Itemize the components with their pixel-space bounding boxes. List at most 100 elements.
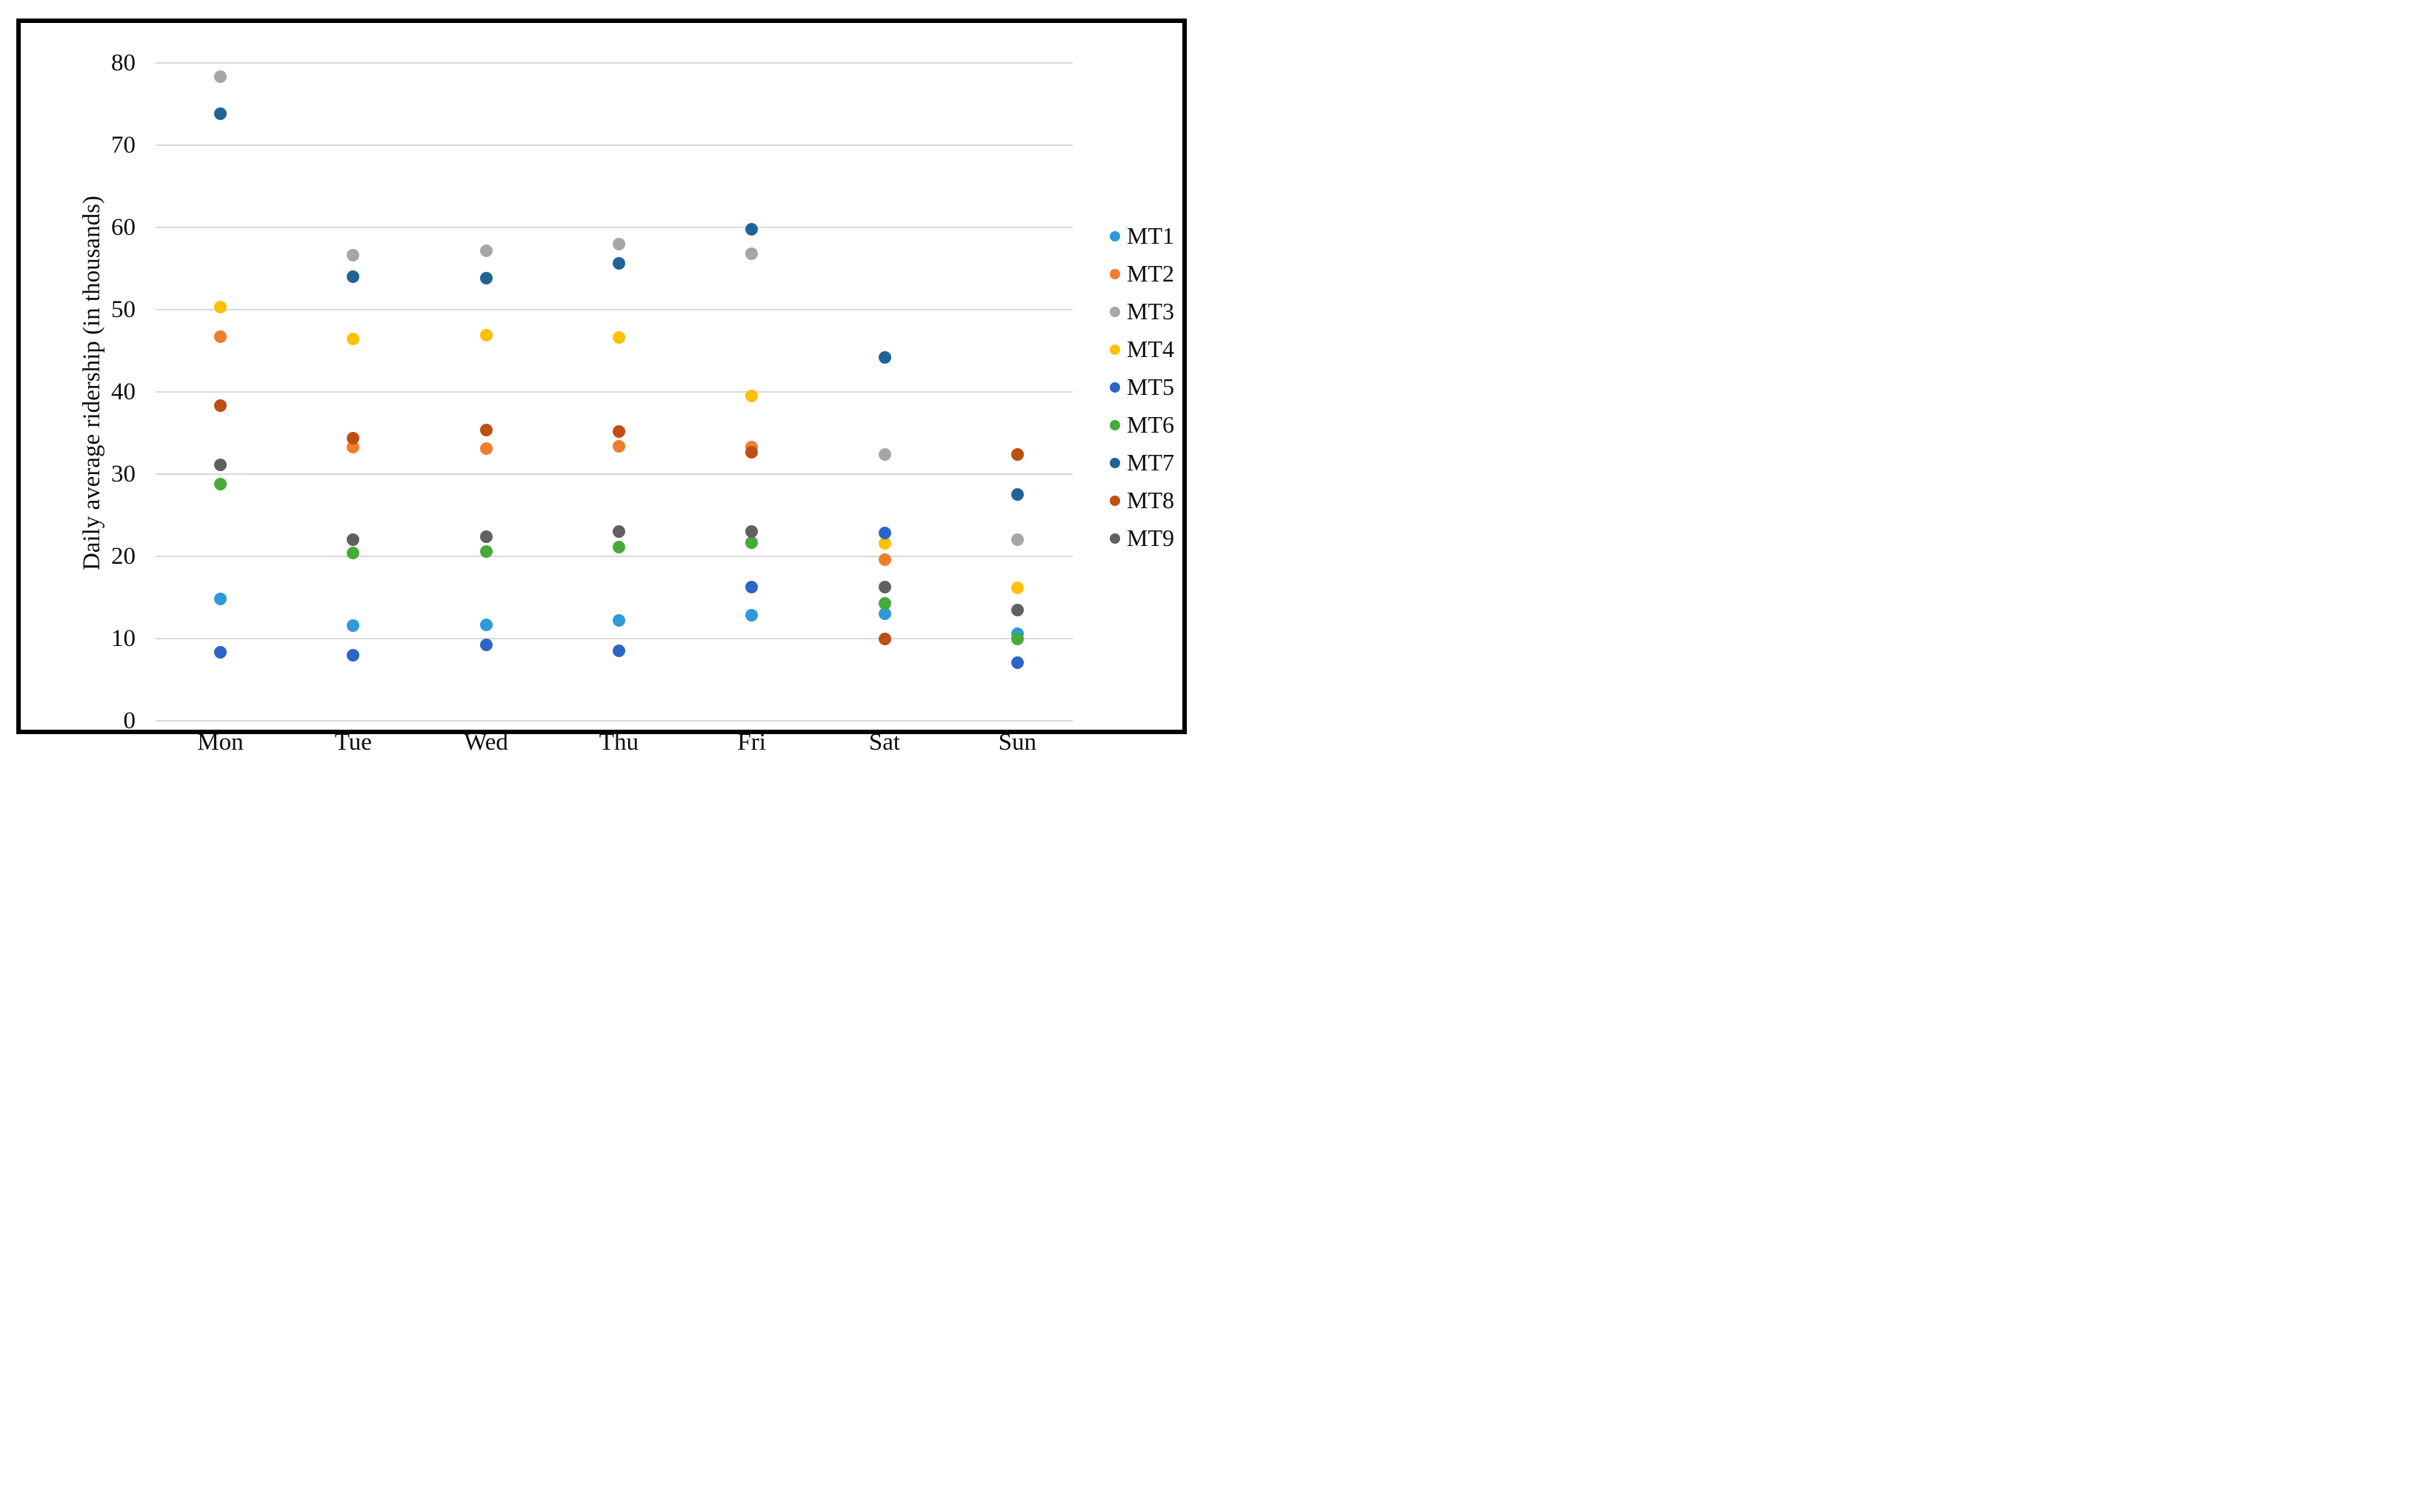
ytick-label-30: 30 bbox=[111, 461, 136, 487]
xtick-label-sun: Sun bbox=[998, 729, 1036, 756]
dot-mt5-mon bbox=[214, 646, 227, 659]
ytick-label-0: 0 bbox=[123, 707, 136, 734]
dot-mt4-sat bbox=[878, 536, 891, 550]
dot-mt3-sat bbox=[878, 447, 891, 461]
dot-mt8-sun bbox=[1010, 447, 1024, 461]
legend: MT1 MT2 MT3 MT4 MT5 MT6 MT7 MT8 MT9 bbox=[1110, 217, 1174, 557]
ytick-label-80: 80 bbox=[111, 50, 136, 76]
legend-item-mt9: MT9 bbox=[1110, 519, 1174, 557]
dot-mt6-sat bbox=[878, 596, 891, 610]
dot-mt4-sun bbox=[1010, 581, 1024, 594]
dot-mt7-mon bbox=[214, 107, 227, 121]
dot-mt4-mon bbox=[214, 301, 227, 314]
dot-mt5-fri bbox=[745, 580, 759, 593]
ytick-label-60: 60 bbox=[111, 214, 136, 241]
dot-mt9-fri bbox=[745, 525, 759, 539]
legend-marker-icon bbox=[1110, 344, 1120, 355]
dot-mt1-mon bbox=[214, 593, 227, 606]
gridline-y-30 bbox=[156, 473, 1073, 475]
dot-mt7-fri bbox=[745, 222, 759, 236]
chart-frame: 0 10 20 30 40 50 60 70 80 Mon Tue Wed Thu Fri Sat Sun … bbox=[16, 19, 1187, 756]
ytick-label-40: 40 bbox=[111, 379, 136, 405]
scatter-chart-page: 0 10 20 30 40 50 60 70 80 Mon Tue Wed Thu Fri Sat Sun … bbox=[0, 0, 1212, 756]
gridline-y-10 bbox=[156, 638, 1073, 639]
legend-label: MT9 bbox=[1127, 524, 1174, 551]
dot-mt3-sun bbox=[1010, 533, 1024, 547]
xtick-label-mon: Mon bbox=[197, 729, 244, 756]
legend-marker-icon bbox=[1110, 419, 1120, 430]
dot-mt2-wed bbox=[479, 442, 493, 456]
ytick-label-50: 50 bbox=[111, 296, 136, 323]
legend-label: MT6 bbox=[1127, 411, 1174, 438]
ytick-label-10: 10 bbox=[111, 625, 136, 652]
legend-item-mt3: MT3 bbox=[1110, 293, 1174, 330]
y-axis-title: Daily average ridership (in thousands) bbox=[79, 196, 105, 570]
legend-marker-icon bbox=[1110, 268, 1120, 279]
dot-mt1-fri bbox=[745, 609, 759, 622]
dot-mt4-thu bbox=[612, 331, 625, 344]
legend-marker-icon bbox=[1110, 533, 1120, 544]
legend-item-mt7: MT7 bbox=[1110, 444, 1174, 482]
dot-mt9-tue bbox=[347, 533, 360, 547]
dot-mt7-sat bbox=[878, 350, 891, 364]
gridline-y-0 bbox=[156, 720, 1073, 722]
legend-label: MT3 bbox=[1127, 298, 1174, 324]
dot-mt1-thu bbox=[612, 614, 625, 627]
dot-mt9-sat bbox=[878, 580, 891, 593]
legend-marker-icon bbox=[1110, 230, 1120, 242]
xtick-label-thu: Thu bbox=[599, 729, 639, 756]
dot-mt1-wed bbox=[479, 618, 493, 631]
dot-mt3-wed bbox=[479, 244, 493, 257]
dot-mt9-sun bbox=[1010, 603, 1024, 616]
legend-marker-icon bbox=[1110, 306, 1120, 317]
dot-mt6-wed bbox=[479, 544, 493, 558]
ytick-label-70: 70 bbox=[111, 132, 136, 159]
legend-item-mt4: MT4 bbox=[1110, 330, 1174, 368]
xtick-label-wed: Wed bbox=[464, 729, 508, 756]
dot-mt7-thu bbox=[612, 257, 625, 270]
dot-mt5-thu bbox=[612, 645, 625, 658]
xtick-label-sat: Sat bbox=[868, 729, 901, 756]
dot-mt4-wed bbox=[479, 328, 493, 342]
dot-mt8-mon bbox=[214, 399, 227, 413]
dot-mt8-tue bbox=[347, 431, 360, 444]
legend-label: MT4 bbox=[1127, 336, 1174, 362]
legend-item-mt2: MT2 bbox=[1110, 255, 1174, 293]
dot-mt5-wed bbox=[479, 639, 493, 652]
dot-mt9-mon bbox=[214, 459, 227, 472]
ytick-label-20: 20 bbox=[111, 543, 136, 570]
plot-area: 0 10 20 30 40 50 60 70 80 Mon Tue Wed Thu Fri Sat Sun … bbox=[21, 23, 1182, 756]
legend-item-mt1: MT1 bbox=[1110, 217, 1174, 255]
legend-marker-icon bbox=[1110, 457, 1120, 468]
legend-label: MT1 bbox=[1127, 222, 1174, 249]
dot-mt1-sat bbox=[878, 607, 891, 621]
dot-mt2-thu bbox=[612, 439, 625, 453]
dot-mt2-mon bbox=[214, 330, 227, 344]
legend-item-mt8: MT8 bbox=[1110, 482, 1174, 519]
dot-mt7-tue bbox=[347, 270, 360, 284]
dot-mt6-thu bbox=[612, 541, 625, 554]
dot-mt1-tue bbox=[347, 619, 360, 632]
legend-label: MT5 bbox=[1127, 373, 1174, 400]
dot-mt7-sun bbox=[1010, 488, 1024, 502]
legend-label: MT8 bbox=[1127, 487, 1174, 513]
dot-mt3-fri bbox=[745, 247, 759, 261]
legend-item-mt6: MT6 bbox=[1110, 406, 1174, 444]
dot-mt8-sat bbox=[878, 632, 891, 645]
dot-mt5-sun bbox=[1010, 656, 1024, 669]
dot-mt7-wed bbox=[479, 272, 493, 285]
legend-item-mt5: MT5 bbox=[1110, 368, 1174, 406]
dot-mt3-tue bbox=[347, 249, 360, 262]
dot-mt6-mon bbox=[214, 477, 227, 490]
dot-mt4-fri bbox=[745, 390, 759, 403]
gridline-y-40 bbox=[156, 391, 1073, 393]
gridline-y-20 bbox=[156, 556, 1073, 557]
gridline-y-80 bbox=[156, 62, 1073, 64]
dot-mt9-thu bbox=[612, 525, 625, 539]
dot-mt5-tue bbox=[347, 648, 360, 662]
dot-mt3-mon bbox=[214, 70, 227, 84]
dot-mt6-fri bbox=[745, 536, 759, 549]
gridline-y-60 bbox=[156, 227, 1073, 228]
xtick-label-fri: Fri bbox=[737, 729, 766, 756]
gridline-y-50 bbox=[156, 309, 1073, 310]
